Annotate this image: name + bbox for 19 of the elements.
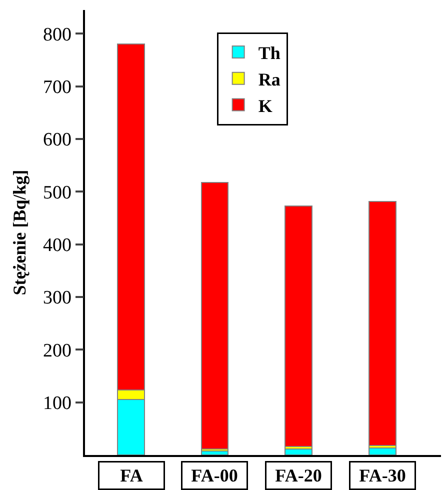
legend-label: Ra [258, 69, 280, 90]
x-tick-label: FA-30 [359, 466, 406, 486]
y-tick-label: 600 [42, 130, 72, 151]
bar [284, 205, 312, 448]
y-axis-title: Stężenie [Bq/kg] [10, 170, 30, 296]
y-tick-label: 500 [42, 182, 72, 204]
y-tick-label: 100 [42, 392, 72, 414]
y-tick-label: 200 [42, 340, 72, 362]
y-tick-label: 700 [42, 77, 72, 98]
y-tick-label: 400 [42, 235, 72, 256]
bar [368, 201, 396, 446]
y-tick-label: 300 [42, 288, 72, 309]
y-tick-label: 800 [42, 24, 72, 46]
x-tick-label: FA [120, 466, 143, 486]
legend-label: Th [258, 42, 280, 63]
bar [200, 182, 229, 450]
x-tick-label: FA-20 [275, 466, 322, 486]
x-tick-label: FA-00 [191, 466, 238, 486]
legend-label: K [258, 96, 272, 116]
